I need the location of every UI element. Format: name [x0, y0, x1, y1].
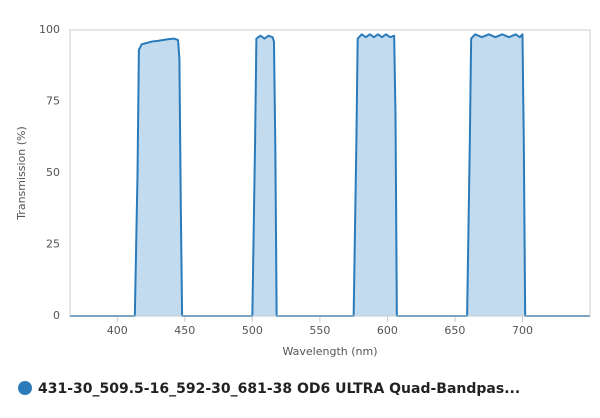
x-tick-label: 550	[309, 324, 330, 337]
legend-marker	[18, 381, 32, 395]
x-axis-label: Wavelength (nm)	[282, 345, 377, 358]
y-tick-label: 0	[53, 309, 60, 322]
line	[70, 33, 590, 317]
legend-label: 431-30_509.5-16_592-30_681-38 OD6 ULTRA …	[38, 381, 520, 397]
x-tick-label: 700	[512, 324, 533, 337]
area-fill	[70, 34, 590, 316]
legend-item[interactable]: 431-30_509.5-16_592-30_681-38 OD6 ULTRA …	[18, 381, 520, 397]
y-tick-label: 75	[46, 95, 60, 108]
y-axis-label: Transmission (%)	[15, 126, 28, 221]
x-tick-label: 450	[174, 324, 195, 337]
y-tick-label: 50	[46, 166, 60, 179]
x-tick-label: 650	[444, 324, 465, 337]
x-tick-label: 600	[377, 324, 398, 337]
x-tick-label: 400	[107, 324, 128, 337]
y-tick-label: 100	[39, 23, 60, 36]
x-tick-label: 500	[242, 324, 263, 337]
y-tick-label: 25	[46, 238, 60, 251]
